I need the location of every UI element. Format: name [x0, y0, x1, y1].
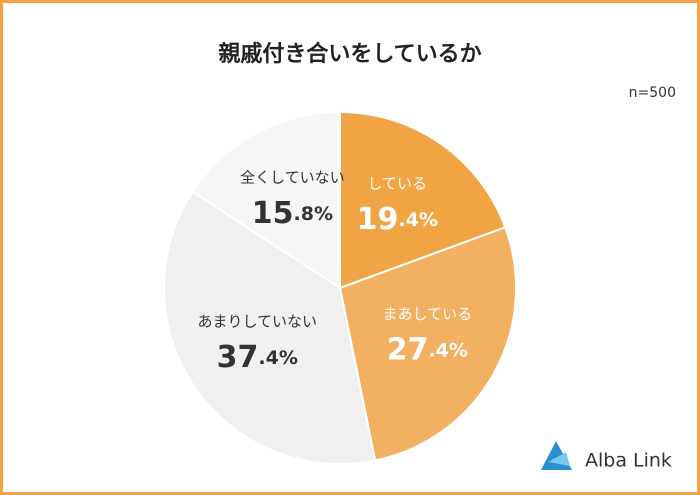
slice-category: まあしている: [383, 305, 473, 323]
slice-value-label: 15.8%: [252, 196, 333, 231]
sample-size: n=500: [629, 85, 676, 101]
slice-category: 全くしていない: [240, 169, 345, 187]
slice-value-label: 27.4%: [387, 332, 468, 367]
logo-icon-accent: [548, 452, 570, 466]
pie-slice: [338, 226, 517, 462]
chart-title: 親戚付き合いをしているか: [218, 41, 481, 67]
slice-category: あまりしていない: [198, 313, 318, 331]
pie-slice: [191, 110, 341, 290]
slice-category: している: [367, 175, 427, 193]
labels: している 19.4% まあしている 27.4% あまりしていない 37.4% 全くしていない…: [198, 169, 473, 375]
pie: [163, 110, 517, 465]
pie-slice: [339, 110, 507, 290]
logo: Alba Link: [541, 441, 672, 472]
pie-slice: [163, 190, 377, 465]
slice-value-label: 19.4%: [357, 202, 438, 237]
slice-value-label: 37.4%: [217, 340, 298, 375]
logo-text: Alba Link: [585, 450, 672, 472]
